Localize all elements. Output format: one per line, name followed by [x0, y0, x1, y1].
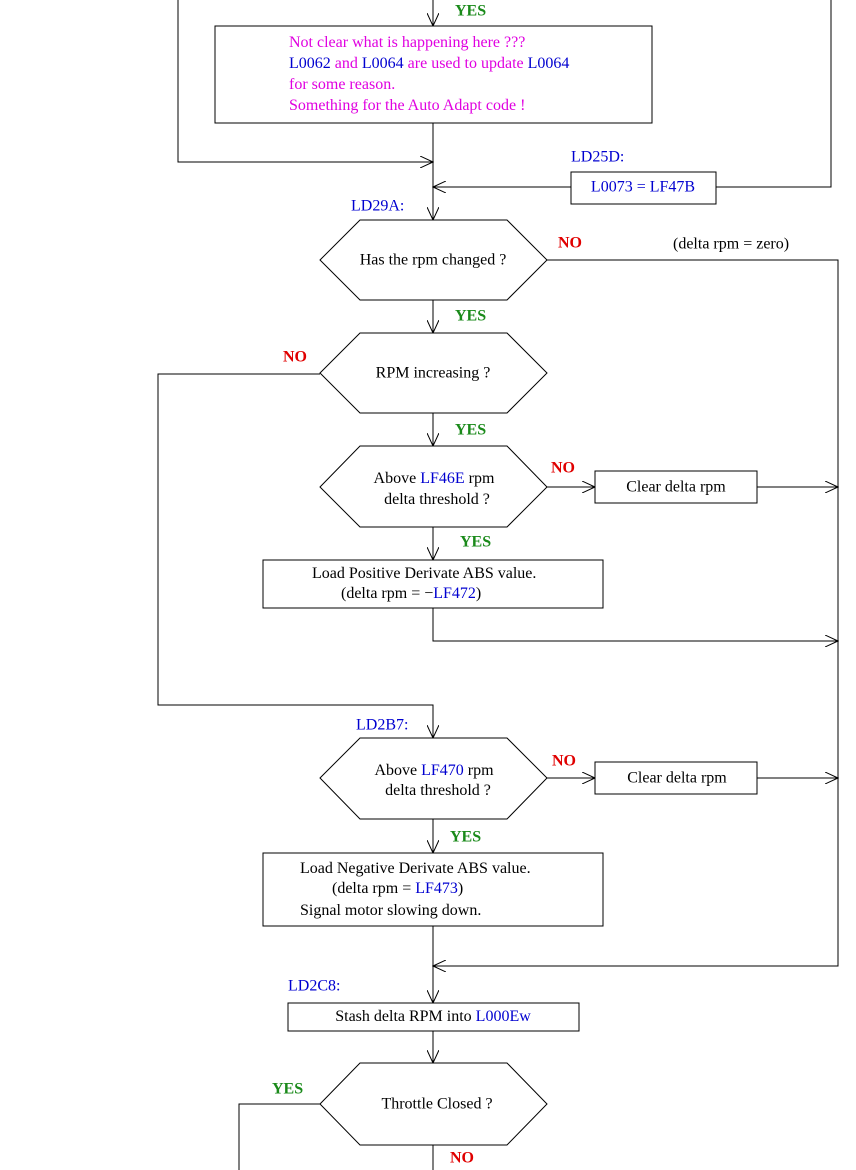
box-text: Clear delta rpm: [627, 770, 727, 787]
box-text: Load Positive Derivate ABS value.: [312, 565, 536, 582]
text-part: delta threshold ?: [385, 782, 491, 799]
text-part: Above: [374, 762, 421, 779]
text-part: delta threshold ?: [384, 491, 490, 508]
text-part: Stash delta RPM into: [335, 1008, 475, 1025]
no-label: NO: [283, 349, 307, 366]
yes-label: YES: [450, 829, 481, 846]
box-text: Signal motor slowing down.: [300, 902, 481, 919]
box-text: Stash delta RPM into L000Ew: [335, 1008, 531, 1025]
text-part: ): [458, 880, 463, 897]
text-part: Above: [374, 470, 421, 487]
text-part: (delta rpm = −: [341, 585, 433, 602]
box-text: (delta rpm = LF473): [332, 880, 463, 897]
note-text: Not clear what is happening here ???: [289, 34, 525, 51]
text-part: Load Negative Derivate ABS value.: [300, 860, 531, 877]
note-text: for some reason.: [289, 76, 395, 93]
text-part: LF472: [433, 585, 476, 602]
no-label: NO: [552, 753, 576, 770]
step-label: LD25D:: [571, 149, 624, 166]
yes-label: YES: [460, 534, 491, 551]
text-part: L000Ew: [476, 1008, 532, 1025]
no-label: NO: [551, 460, 575, 477]
note-text: L0064: [528, 55, 570, 72]
text-part: ): [476, 585, 481, 602]
no-label: NO: [558, 235, 582, 252]
text-part: rpm: [465, 470, 495, 487]
note-text: L0062: [289, 55, 331, 72]
shapes: [214, 25, 758, 1146]
note-line: Something for the Auto Adapt code !: [289, 97, 525, 114]
yes-label: YES: [455, 3, 486, 20]
note-text: L0064: [362, 55, 404, 72]
box-text: (delta rpm = −LF472): [341, 585, 481, 602]
decision-text: Throttle Closed ?: [381, 1096, 492, 1113]
note-line: L0062 and L0064 are used to update L0064: [289, 55, 569, 72]
box-text: L0073 = LF47B: [591, 179, 695, 196]
yes-label: YES: [455, 308, 486, 325]
text-part: rpm: [464, 762, 494, 779]
text-part: LF473: [415, 880, 458, 897]
yes-label: YES: [455, 422, 486, 439]
text-part: LF46E: [420, 470, 464, 487]
text-part: (delta rpm =: [332, 880, 415, 897]
connectors: [157, 0, 838, 1170]
box-text: Load Negative Derivate ABS value.: [300, 860, 531, 877]
text-part: LF470: [421, 762, 464, 779]
no-label: NO: [450, 1150, 474, 1167]
decision-text: RPM increasing ?: [376, 365, 491, 382]
step-label: LD2C8:: [288, 978, 340, 995]
branch-note: (delta rpm = zero): [673, 236, 789, 253]
note-text: Something for the Auto Adapt code !: [289, 97, 525, 114]
note-line: for some reason.: [289, 76, 395, 93]
text-part: Signal motor slowing down.: [300, 902, 481, 919]
decision-text: Has the rpm changed ?: [360, 252, 507, 269]
text-part: Load Positive Derivate ABS value.: [312, 565, 536, 582]
step-label: LD2B7:: [356, 717, 408, 734]
note-text: and: [331, 55, 362, 72]
decision-text: Above LF470 rpm: [374, 762, 494, 779]
note-text: are used to update: [404, 55, 528, 72]
decision-text: delta threshold ?: [385, 782, 491, 799]
box-text: Clear delta rpm: [626, 479, 726, 496]
decision-text: Above LF46E rpm: [374, 470, 495, 487]
decision-text: delta threshold ?: [384, 491, 490, 508]
note-line: Not clear what is happening here ???: [289, 34, 525, 51]
step-label: LD29A:: [351, 198, 404, 215]
yes-label: YES: [272, 1081, 303, 1098]
